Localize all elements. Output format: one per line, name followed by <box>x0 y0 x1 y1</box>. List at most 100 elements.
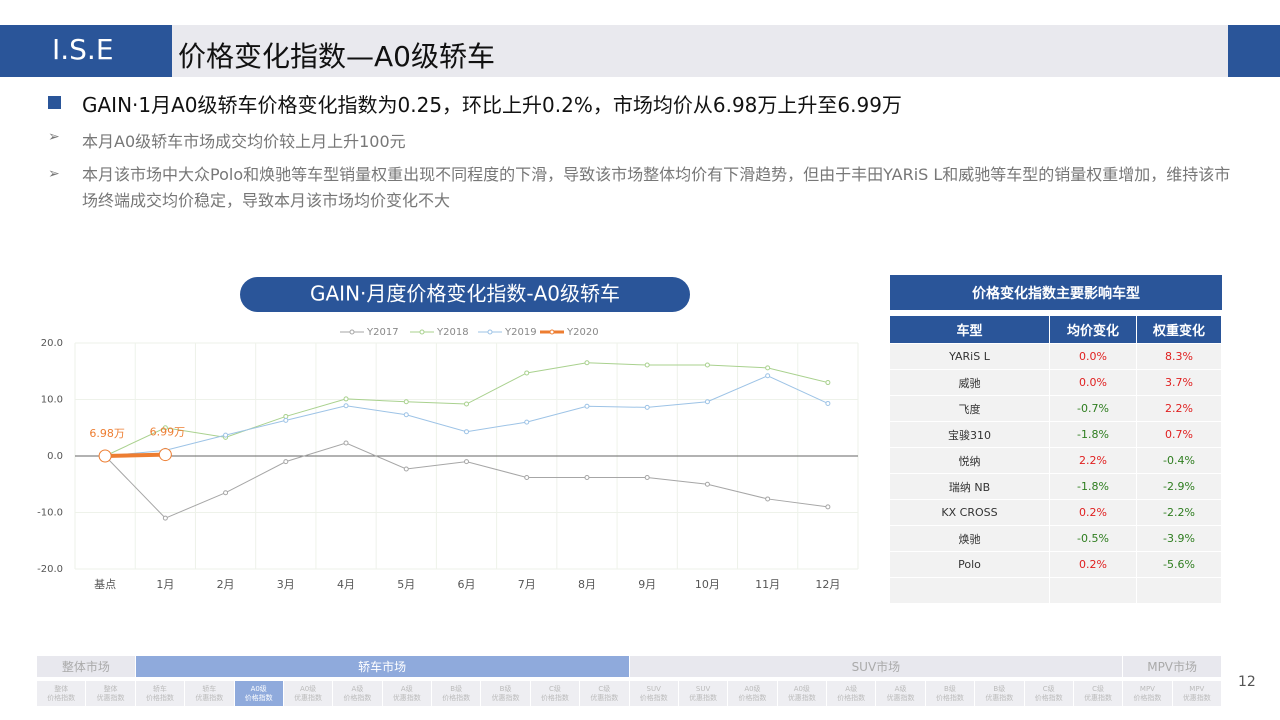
point <box>464 401 469 407</box>
nav-item-line: 价格指数 <box>145 693 174 702</box>
nav-item-line: A级 <box>400 684 413 693</box>
point <box>162 425 168 431</box>
series-line <box>104 362 829 457</box>
nav-item-line: 优惠指数 <box>294 693 323 702</box>
table-title: 价格变化指数主要影响车型 <box>890 275 1222 310</box>
nav-item[interactable]: 整体 价格指数 <box>37 681 87 706</box>
annotation: 6.99万 <box>150 426 186 439</box>
nav-item-line: 优惠指数 <box>787 693 816 702</box>
point <box>704 481 710 487</box>
nav-item[interactable]: C级 价格指数 <box>530 681 581 706</box>
legend-label: Y2017 <box>366 327 399 338</box>
point <box>343 440 349 446</box>
nav-item-line: 价格指数 <box>244 693 273 702</box>
table-cell: -0.4% <box>1137 448 1222 474</box>
x-tick-label: 10月 <box>695 578 720 591</box>
point <box>223 432 229 438</box>
nav-item-line: 价格指数 <box>1133 693 1162 702</box>
x-tick-label: 3月 <box>277 578 295 591</box>
table-cell: -2.2% <box>1137 500 1222 526</box>
x-tick-label: 基点 <box>94 578 116 591</box>
table-cell: -3.9% <box>1137 526 1222 552</box>
nav-item[interactable]: B级 优惠指数 <box>975 681 1025 706</box>
nav-item[interactable]: A0级 价格指数 <box>728 681 778 706</box>
logo: I.S.E <box>52 33 114 66</box>
table-cell: -2.9% <box>1137 474 1222 500</box>
legend-label: Y2020 <box>566 327 599 338</box>
nav-item[interactable]: MPV 优惠指数 <box>1172 681 1222 706</box>
y-tick-label: 20.0 <box>41 338 63 349</box>
table-cell: -5.6% <box>1137 552 1222 578</box>
nav-item[interactable]: C级 优惠指数 <box>580 681 630 706</box>
nav-item-line: 优惠指数 <box>689 693 718 702</box>
nav-item-line: A级 <box>351 684 364 693</box>
point <box>403 466 409 472</box>
table-cell: 0.2% <box>1050 500 1137 526</box>
table-cell: 0.2% <box>1050 552 1137 578</box>
table-cell: 2.2% <box>1137 396 1222 422</box>
x-tick-label: 8月 <box>578 578 596 591</box>
nav-item[interactable]: B级 优惠指数 <box>481 681 531 706</box>
nav-item-line: 优惠指数 <box>195 693 224 702</box>
nav-group: 整体市场 <box>37 656 136 677</box>
table-empty-cell <box>1137 578 1222 604</box>
point <box>283 459 289 465</box>
table-cell: -1.8% <box>1050 422 1137 448</box>
nav-item[interactable]: 轿车 价格指数 <box>135 681 186 706</box>
legend-label: Y2018 <box>436 327 469 338</box>
point <box>464 429 469 435</box>
table: 车型 均价变化 权重变化 YARiS L 0.0% 8.3% 威驰 0.0% 3.7% 飞度 -0.… <box>890 316 1222 606</box>
point <box>524 370 530 376</box>
legend-marker <box>487 329 493 335</box>
nav-item[interactable]: MPV 价格指数 <box>1123 681 1173 706</box>
nav-item-line: A0级 <box>793 684 810 693</box>
nav-item[interactable]: A级 价格指数 <box>827 681 877 706</box>
table-empty-cell <box>890 578 1050 604</box>
legend-marker <box>549 329 555 335</box>
table-cell: -0.7% <box>1050 396 1137 422</box>
nav-item-line: 优惠指数 <box>96 693 125 702</box>
table-cell: KX CROSS <box>890 500 1050 526</box>
legend-marker <box>419 329 425 335</box>
nav-item[interactable]: A0级 优惠指数 <box>777 681 827 706</box>
point <box>464 459 469 465</box>
point <box>584 403 590 409</box>
point <box>403 399 409 405</box>
point <box>765 365 771 371</box>
nav-item[interactable]: A0级 优惠指数 <box>283 681 334 706</box>
nav-item-line: A0级 <box>744 684 761 693</box>
nav-item-line: 优惠指数 <box>886 693 915 702</box>
nav-item[interactable]: SUV 优惠指数 <box>678 681 729 706</box>
x-tick-label: 12月 <box>815 578 840 591</box>
nav-item[interactable]: SUV 价格指数 <box>629 681 679 706</box>
nav-item[interactable]: A级 价格指数 <box>333 681 383 706</box>
nav-item[interactable]: C级 优惠指数 <box>1073 681 1124 706</box>
table-cell: 2.2% <box>1050 448 1137 474</box>
nav-item-line: 价格指数 <box>738 693 767 702</box>
series-line <box>104 442 828 519</box>
series-line <box>105 452 166 458</box>
nav-item-line: 价格指数 <box>442 693 471 702</box>
y-tick-label: 10.0 <box>41 395 63 406</box>
nav-item[interactable]: A0级 价格指数 <box>234 681 284 706</box>
x-tick-label: 1月 <box>156 578 174 591</box>
nav-item[interactable]: A级 优惠指数 <box>876 681 926 706</box>
nav-item-line: C级 <box>548 684 561 693</box>
table-cell: 0.0% <box>1050 370 1137 396</box>
nav-item-line: 优惠指数 <box>1182 693 1211 702</box>
nav-item[interactable]: B级 价格指数 <box>925 681 976 706</box>
nav-item[interactable]: B级 价格指数 <box>432 681 482 706</box>
nav-item[interactable]: 整体 优惠指数 <box>86 681 136 706</box>
point <box>403 412 409 418</box>
nav-item[interactable]: 轿车 优惠指数 <box>185 681 235 706</box>
table-cell: 悦纳 <box>890 448 1050 474</box>
nav-item[interactable]: A级 优惠指数 <box>382 681 432 706</box>
legend-marker <box>349 329 355 335</box>
nav-item-line: 优惠指数 <box>985 693 1014 702</box>
nav-item-line: A0级 <box>250 684 267 693</box>
nav-item[interactable]: C级 价格指数 <box>1024 681 1074 706</box>
nav-item-line: 轿车 <box>152 684 167 693</box>
chart: GAIN·月度价格变化指数-A0级轿车 -20.0 -10.0 0.0 10.0 20.… <box>37 277 859 591</box>
nav-item-line: SUV <box>646 684 661 693</box>
